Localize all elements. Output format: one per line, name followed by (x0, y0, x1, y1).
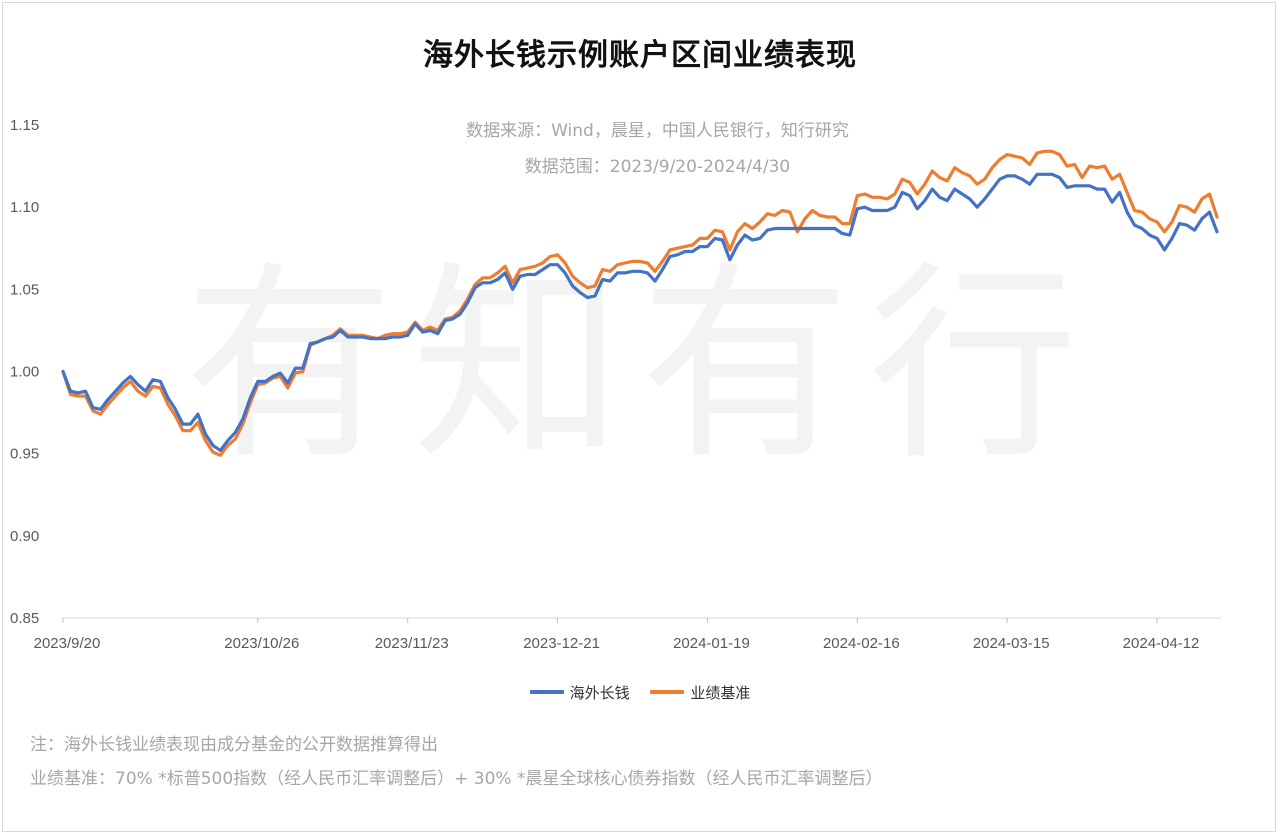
legend-item-series-1: 海外长钱 (529, 682, 630, 703)
legend-swatch-series-2 (650, 690, 685, 694)
y-tick-label: 1.00 (10, 364, 39, 381)
y-tick-label: 1.10 (10, 199, 39, 216)
legend: 海外长钱 业绩基准 (0, 680, 1280, 703)
x-tick-label: 2024-04-12 (1123, 635, 1200, 652)
x-tick-label: 2023/9/20 (34, 635, 101, 652)
chart-title: 海外长钱示例账户区间业绩表现 (423, 38, 857, 73)
watermark: 有知有行 (183, 243, 1096, 488)
y-tick-label: 0.85 (10, 610, 39, 627)
y-tick-label: 0.95 (10, 446, 39, 463)
y-tick-label: 0.90 (10, 528, 39, 545)
footnote-source: 注：海外长钱业绩表现由成分基金的公开数据推算得出 (30, 735, 438, 755)
x-tick-label: 2023/11/23 (375, 635, 449, 652)
source-line: 数据来源：Wind，晨星，中国人民银行，知行研究 (466, 121, 849, 141)
y-tick-label: 1.05 (10, 281, 39, 298)
legend-label-series-1: 海外长钱 (569, 683, 630, 702)
legend-item-series-2: 业绩基准 (650, 682, 750, 703)
x-tick-label: 2024-03-15 (973, 635, 1050, 652)
range-line: 数据范围：2023/9/20-2024/4/30 (524, 157, 791, 177)
series-line-2 (61, 149, 1219, 457)
footnote-benchmark: 业绩基准：70% *标普500指数（经人民币汇率调整后）+ 30% *晨星全球核… (30, 769, 883, 789)
legend-swatch-series-1 (529, 690, 564, 694)
x-tick-label: 2023-12-21 (523, 635, 600, 652)
x-tick-label: 2024-01-19 (673, 635, 750, 652)
x-tick-label: 2023/10/26 (224, 635, 299, 652)
legend-label-series-2: 业绩基准 (690, 683, 751, 702)
x-tick-label: 2024-02-16 (823, 635, 900, 652)
y-tick-label: 1.15 (10, 117, 39, 134)
series-line-1 (61, 172, 1219, 452)
